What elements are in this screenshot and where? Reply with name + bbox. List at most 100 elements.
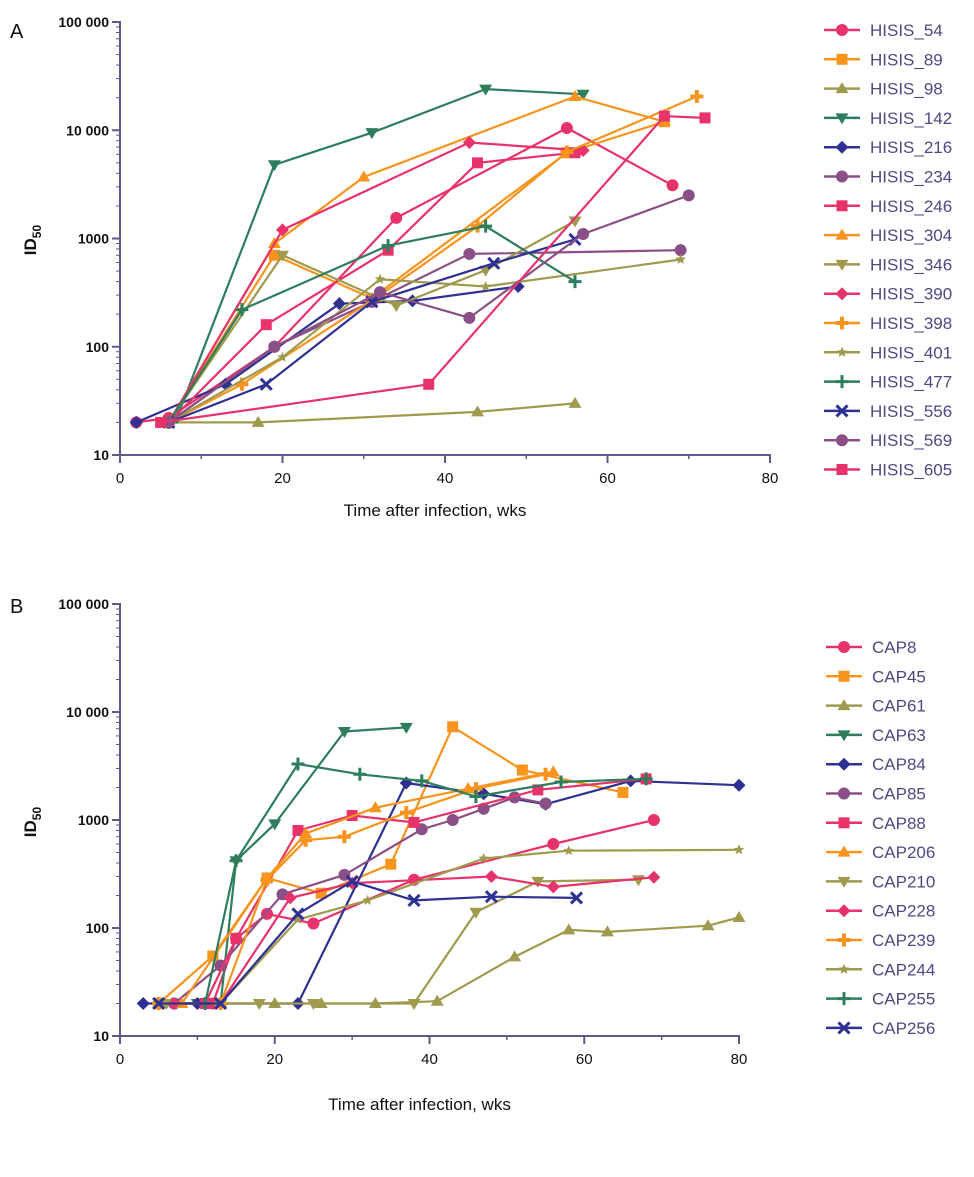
legend-marker [838,787,850,800]
data-point [423,378,435,390]
data-point [381,239,395,253]
legend-item: HISIS_216 [824,138,952,157]
data-point [259,377,273,391]
legend-label: HISIS_246 [870,197,952,216]
data-point [682,189,695,202]
y-tick-label: 10 000 [66,704,109,720]
data-point [251,415,265,427]
series-line [168,402,576,424]
data-point [337,830,351,844]
legend-marker [838,641,850,653]
legend-label: HISIS_54 [870,21,943,40]
data-point [447,721,459,733]
data-point [508,950,522,962]
legend-label: CAP244 [872,960,935,979]
legend-label: HISIS_401 [870,343,952,362]
data-point [408,816,420,828]
data-point [337,726,351,738]
legend-label: CAP210 [872,872,935,891]
data-point [639,772,653,786]
x-tick-label: 80 [731,1051,748,1068]
data-point [268,819,282,831]
legend-item: HISIS_246 [824,197,952,216]
data-point [235,303,249,317]
data-point [283,891,297,905]
panel-label: B [10,596,23,618]
legend-marker [835,228,849,240]
data-point [478,853,489,863]
series-cap255 [198,757,653,1010]
legend-marker [837,730,851,742]
y-tick-label: 100 000 [58,14,109,30]
data-point [568,396,582,408]
series-line [167,141,584,423]
data-point [531,876,545,888]
legend-label: CAP206 [872,843,935,862]
legend-marker [837,699,851,711]
legend-item: CAP239 [826,931,935,950]
legend-label: CAP45 [872,667,926,686]
legend-item: HISIS_142 [824,109,952,128]
legend-item: HISIS_605 [824,461,952,480]
data-point [291,757,305,771]
data-point [332,297,346,311]
legend-marker [837,876,851,888]
data-point [674,244,687,257]
data-point [568,275,582,289]
legend-label: CAP256 [872,1019,935,1038]
legend-marker [838,670,850,682]
legend-marker [835,113,849,125]
data-point [230,932,242,944]
data-point [699,112,711,124]
legend-item: CAP228 [826,902,935,921]
data-point [479,84,493,96]
legend-item: HISIS_234 [824,168,952,187]
data-point [362,894,373,905]
data-point [576,89,590,101]
legend-item: CAP85 [826,785,926,804]
legend-marker [836,434,848,447]
legend-label: HISIS_142 [870,109,952,128]
y-tick-label: 1000 [78,812,109,828]
data-point [368,801,382,813]
chart-panel-b: B 10 100 1000 10 000 100 000 0 20 40 60 80 Time aft… [10,596,935,1114]
legend-label: HISIS_605 [870,461,952,480]
legend-item: HISIS_477 [824,373,952,392]
legend-marker [837,1021,851,1035]
legend-item: CAP210 [826,872,935,891]
data-point [407,998,421,1010]
data-point [399,722,413,734]
legend: HISIS_54 HISIS_89 HISIS_98 HISIS_142 HISIS_2… [824,21,952,480]
data-point [484,869,498,883]
legend-item: HISIS_569 [824,431,952,450]
y-tick-label: 10 [93,1028,109,1044]
legend-item: HISIS_89 [824,50,943,69]
legend-label: HISIS_234 [870,168,952,187]
legend-item: CAP255 [826,990,935,1009]
legend-label: HISIS_346 [870,255,952,274]
data-point [260,873,274,887]
legend-item: HISIS_346 [824,255,952,274]
series-line [204,777,647,1004]
data-point [479,219,493,233]
data-point [353,767,367,781]
data-point [292,824,304,836]
legend-item: HISIS_98 [824,80,943,99]
series-line [204,762,647,1004]
data-point [539,797,552,810]
data-point [701,919,715,931]
data-point [277,351,288,362]
legend-item: CAP8 [826,638,916,657]
series-cap84 [136,774,746,1010]
legend-marker [835,404,849,418]
series-cap256 [152,874,584,1011]
series-hisis-216 [129,280,525,429]
y-tick-label: 100 [86,339,110,355]
series-hisis-605 [155,110,711,428]
x-tick-label: 40 [437,470,454,487]
data-point [471,219,484,233]
data-point [129,415,143,429]
legend-item: CAP45 [826,667,926,686]
data-point [315,887,327,899]
